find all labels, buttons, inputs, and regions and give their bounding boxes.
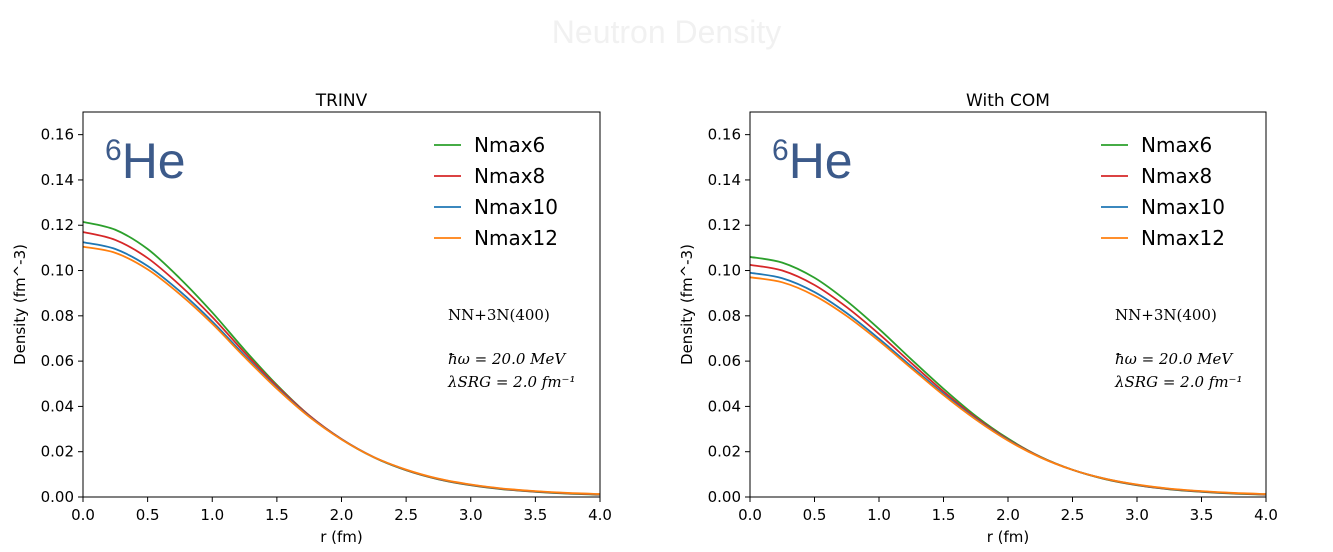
x-axis-label: r (fm) (320, 528, 363, 546)
y-tick-label: 0.12 (708, 216, 741, 234)
x-tick-label: 4.0 (1254, 506, 1278, 524)
page-title: Neutron Density (551, 14, 782, 50)
annotation-interaction: NN+3N(400) (448, 306, 550, 324)
series-line-nmax12 (749, 276, 1267, 495)
legend-label-nmax10: Nmax10 (474, 195, 558, 219)
x-tick-label: 0.5 (136, 506, 160, 524)
y-axis-label: Density (fm^-3) (11, 244, 29, 365)
x-tick-label: 3.0 (1125, 506, 1149, 524)
legend-label-nmax10: Nmax10 (1141, 195, 1225, 219)
x-axis-label: r (fm) (987, 528, 1030, 546)
y-tick-label: 0.00 (708, 488, 741, 506)
legend-label-nmax8: Nmax8 (1141, 164, 1212, 188)
x-tick-label: 2.5 (1061, 506, 1085, 524)
y-tick-label: 0.16 (708, 126, 741, 144)
y-tick-label: 0.06 (41, 352, 74, 370)
chart-panel-2: 0.0 0.5 1.0 1.5 2.0 2.5 3.0 3.5 4.0 0.00 0.02 0.04 0… (678, 91, 1278, 546)
nucleus-mass: 6 (772, 134, 789, 167)
legend-label-nmax12: Nmax12 (474, 226, 558, 250)
y-tick-label: 0.14 (708, 171, 741, 189)
y-tick-label: 0.06 (708, 352, 741, 370)
y-tick-label: 0.12 (41, 216, 74, 234)
annotation-hw: ħω = 20.0 MeV (1115, 350, 1234, 368)
nucleus-symbol: He (122, 133, 186, 189)
legend-label-nmax12: Nmax12 (1141, 226, 1225, 250)
x-tick-label: 1.0 (867, 506, 891, 524)
legend-label-nmax6: Nmax6 (1141, 133, 1212, 157)
legend-label-nmax8: Nmax8 (474, 164, 545, 188)
y-tick-label: 0.14 (41, 171, 74, 189)
nucleus-symbol: He (789, 133, 853, 189)
chart-title: TRINV (315, 91, 368, 111)
x-tick-label: 1.0 (200, 506, 224, 524)
y-axis-label: Density (fm^-3) (678, 244, 696, 365)
annotation-lambda: λSRG = 2.0 fm⁻¹ (447, 373, 576, 391)
y-tick-label: 0.00 (41, 488, 74, 506)
x-tick-label: 0.0 (738, 506, 762, 524)
y-tick-label: 0.02 (708, 443, 741, 461)
y-tick-label: 0.04 (708, 397, 741, 415)
annotation-lambda: λSRG = 2.0 fm⁻¹ (1114, 373, 1243, 391)
chart-title: With COM (966, 91, 1050, 111)
x-tick-label: 0.5 (803, 506, 827, 524)
nucleus-label: 6He (772, 133, 853, 189)
chart-panel-1: 0.0 0.5 1.0 1.5 2.0 2.5 3.0 3.5 4.0 0.00 0.02 0.04 0… (11, 91, 612, 546)
x-tick-label: 3.5 (1190, 506, 1214, 524)
y-tick-label: 0.10 (41, 262, 74, 280)
series-line-nmax10 (82, 241, 601, 496)
x-tick-label: 3.0 (459, 506, 483, 524)
x-tick-label: 2.0 (330, 506, 354, 524)
annotation-hw: ħω = 20.0 MeV (448, 350, 567, 368)
nucleus-mass: 6 (105, 134, 122, 167)
legend-label-nmax6: Nmax6 (474, 133, 545, 157)
x-tick-label: 1.5 (265, 506, 289, 524)
y-tick-label: 0.10 (708, 262, 741, 280)
series-line-nmax12 (82, 245, 601, 495)
x-tick-label: 1.5 (932, 506, 956, 524)
x-tick-label: 4.0 (588, 506, 612, 524)
nucleus-label: 6He (105, 133, 186, 189)
x-tick-label: 0.0 (71, 506, 95, 524)
y-tick-label: 0.04 (41, 397, 74, 415)
x-tick-label: 3.5 (523, 506, 547, 524)
x-tick-label: 2.5 (394, 506, 418, 524)
y-tick-label: 0.16 (41, 126, 74, 144)
annotation-interaction: NN+3N(400) (1115, 306, 1217, 324)
y-tick-label: 0.08 (708, 307, 741, 325)
x-tick-label: 2.0 (996, 506, 1020, 524)
y-tick-label: 0.02 (41, 443, 74, 461)
y-tick-label: 0.08 (41, 307, 74, 325)
